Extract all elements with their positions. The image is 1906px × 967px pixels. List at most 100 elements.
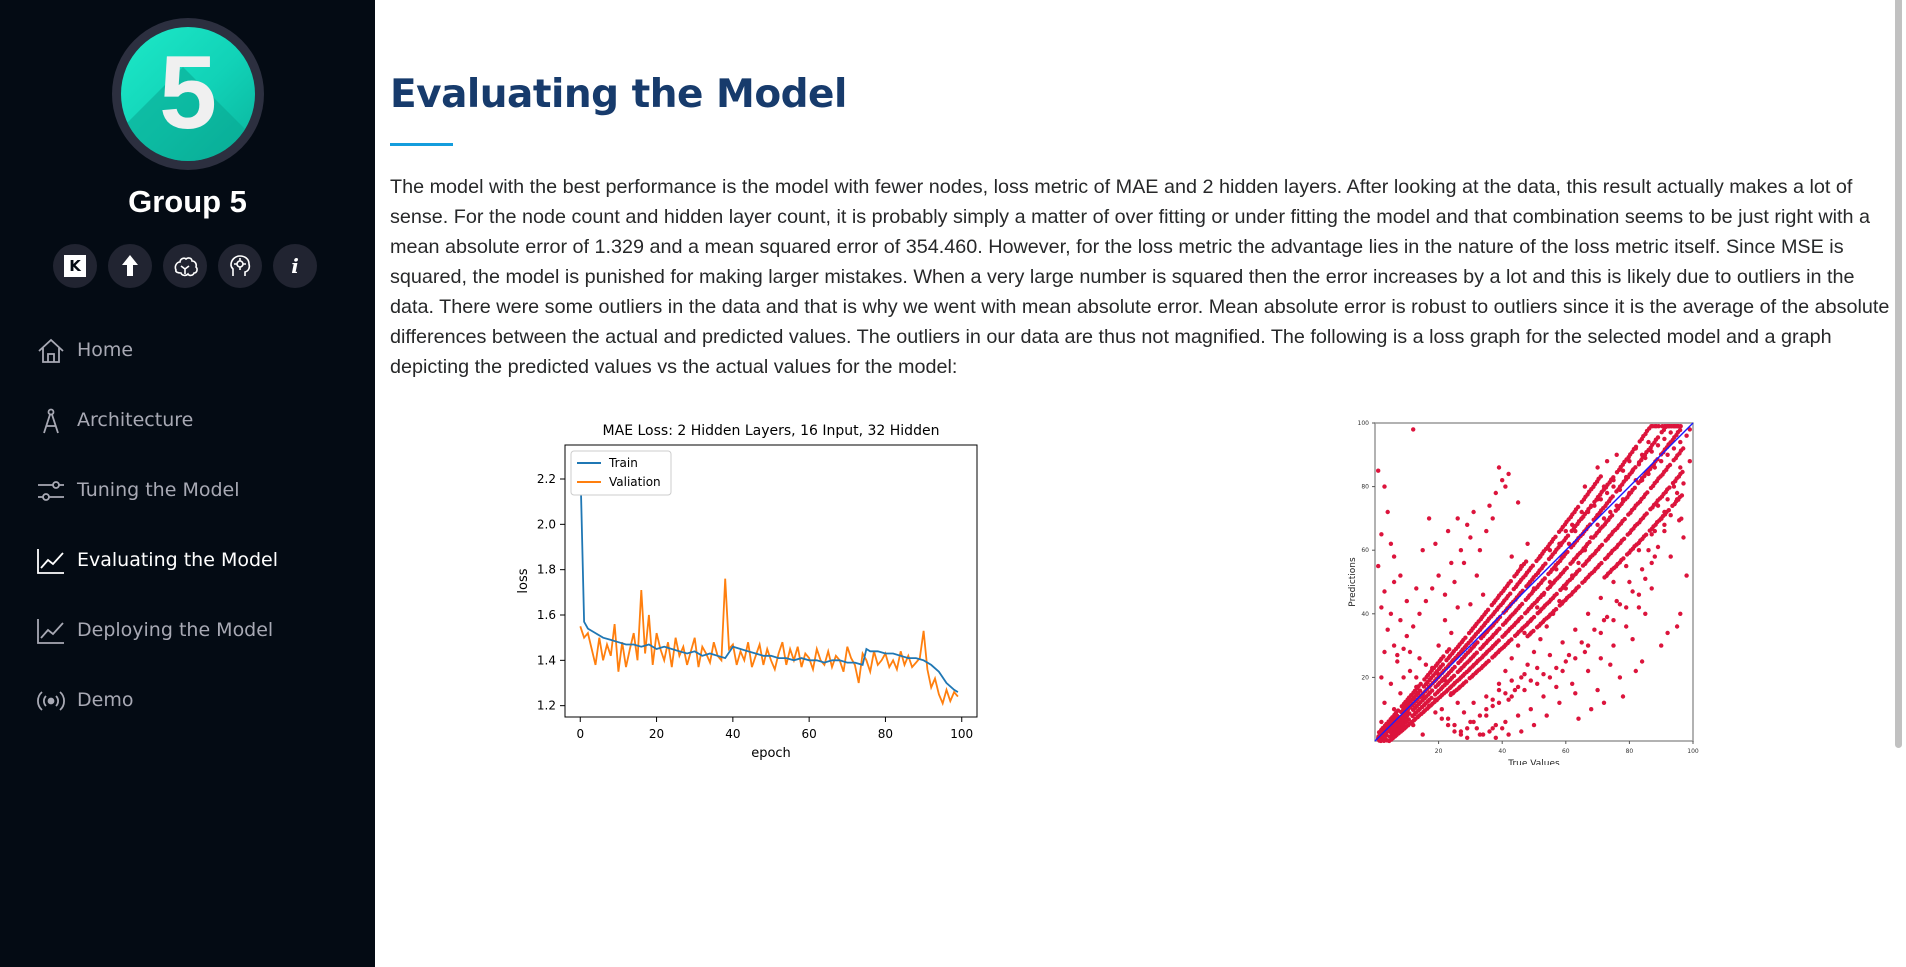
scatter-point: [1490, 703, 1495, 709]
scatter-point: [1573, 523, 1578, 529]
scatter-point: [1641, 434, 1646, 439]
nav-item-architecture[interactable]: Architecture: [37, 400, 337, 440]
scatter-point: [1624, 563, 1629, 569]
scatter-point: [1391, 579, 1397, 585]
kaggle-icon[interactable]: K: [53, 244, 97, 288]
scatter-point: [1452, 729, 1457, 734]
scatter-point: [1480, 614, 1485, 620]
scatter-point: [1597, 544, 1603, 549]
scatter-point: [1576, 560, 1581, 566]
scatter-point: [1604, 459, 1610, 464]
scatter-point: [1478, 646, 1483, 651]
scrollbar[interactable]: [1891, 0, 1906, 967]
x-axis-label: True Values: [1507, 759, 1560, 765]
scatter-point: [1475, 658, 1480, 664]
scatter-point: [1455, 700, 1460, 705]
scatter-point: [1654, 424, 1659, 429]
scatter-point: [1458, 729, 1464, 734]
scatter-point: [1673, 499, 1679, 504]
scatter-point: [1509, 554, 1514, 559]
scatter-point: [1413, 710, 1419, 715]
scatter-point: [1424, 694, 1429, 699]
scatter-point: [1531, 649, 1537, 655]
scatter-point: [1468, 656, 1474, 661]
scatter-point: [1549, 582, 1554, 587]
brain-icon[interactable]: [163, 244, 207, 288]
scatter-point: [1676, 424, 1681, 429]
scatter-point: [1551, 608, 1557, 614]
scatter-point: [1583, 576, 1589, 581]
scatter-point: [1449, 675, 1455, 680]
info-icon[interactable]: i: [273, 244, 317, 288]
scatter-point: [1607, 515, 1613, 520]
scatter-point: [1436, 696, 1441, 701]
scatter-point: [1511, 586, 1516, 592]
scatter-point: [1490, 655, 1495, 660]
nav-item-deploying[interactable]: Deploying the Model: [37, 610, 337, 650]
series-line-valiation: [579, 578, 959, 707]
scatter-point: [1528, 707, 1533, 712]
head-brain-icon[interactable]: [218, 244, 262, 288]
scatter-point: [1534, 625, 1540, 630]
scatter-point: [1616, 523, 1622, 528]
scatter-point: [1467, 676, 1472, 681]
scatter-point: [1639, 659, 1645, 664]
scatter-point: [1662, 436, 1667, 442]
scatter-point: [1652, 554, 1657, 559]
scatter-point: [1382, 649, 1387, 655]
nav-item-tuning[interactable]: Tuning the Model: [37, 470, 337, 510]
scatter-point: [1661, 491, 1666, 497]
scatter-point: [1631, 446, 1637, 452]
logo-number: 5: [159, 35, 217, 151]
scatter-point: [1641, 534, 1647, 539]
scatter-point: [1474, 726, 1479, 731]
scatter-point: [1542, 603, 1548, 608]
scatter-point: [1583, 494, 1588, 499]
scatter-point: [1519, 577, 1524, 582]
scatter-point: [1553, 578, 1558, 583]
scatter-point: [1462, 662, 1468, 667]
scatter-point: [1561, 583, 1567, 588]
scatter-point: [1483, 610, 1489, 615]
nav-item-demo[interactable]: Demo: [37, 680, 337, 720]
nav-item-evaluating[interactable]: Evaluating the Model: [37, 540, 337, 580]
scatter-point: [1430, 701, 1435, 706]
scatter-point: [1563, 535, 1569, 541]
scatter-point: [1384, 738, 1390, 743]
scatter-point: [1534, 558, 1539, 564]
scatter-point: [1466, 630, 1472, 636]
scatter-point: [1463, 652, 1468, 657]
scatter-point: [1523, 611, 1528, 616]
scatter-point: [1609, 477, 1614, 482]
scatter-point: [1563, 551, 1568, 557]
scatter-point: [1539, 607, 1544, 612]
scrollbar-thumb[interactable]: [1895, 0, 1902, 748]
scatter-point: [1536, 582, 1542, 587]
scatter-point: [1678, 448, 1684, 453]
scatter-point: [1422, 708, 1428, 713]
scatter-point: [1527, 579, 1533, 584]
upload-icon[interactable]: [108, 244, 152, 288]
group-logo: 5: [112, 18, 264, 170]
scatter-point: [1629, 507, 1635, 513]
scatter-point: [1404, 633, 1409, 639]
scatter-point: [1668, 430, 1673, 435]
scatter-point: [1553, 562, 1558, 568]
scatter-point: [1514, 608, 1519, 613]
scatter-point: [1416, 684, 1421, 689]
scatter-point: [1592, 499, 1597, 505]
scatter-point: [1596, 476, 1601, 481]
scatter-point: [1436, 643, 1441, 648]
scatter-point: [1524, 570, 1530, 575]
scatter-point: [1420, 548, 1425, 553]
scatter-point: [1662, 469, 1667, 474]
scatter-point: [1477, 732, 1483, 737]
x-tick-label: 20: [649, 727, 664, 741]
scatter-point: [1487, 503, 1492, 508]
scatter-point: [1643, 492, 1648, 497]
scatter-point: [1592, 503, 1597, 508]
y-tick-label: 20: [1361, 674, 1369, 681]
scatter-point: [1407, 649, 1413, 655]
y-tick-label: 1.6: [537, 608, 556, 622]
nav-item-home[interactable]: Home: [37, 330, 337, 370]
